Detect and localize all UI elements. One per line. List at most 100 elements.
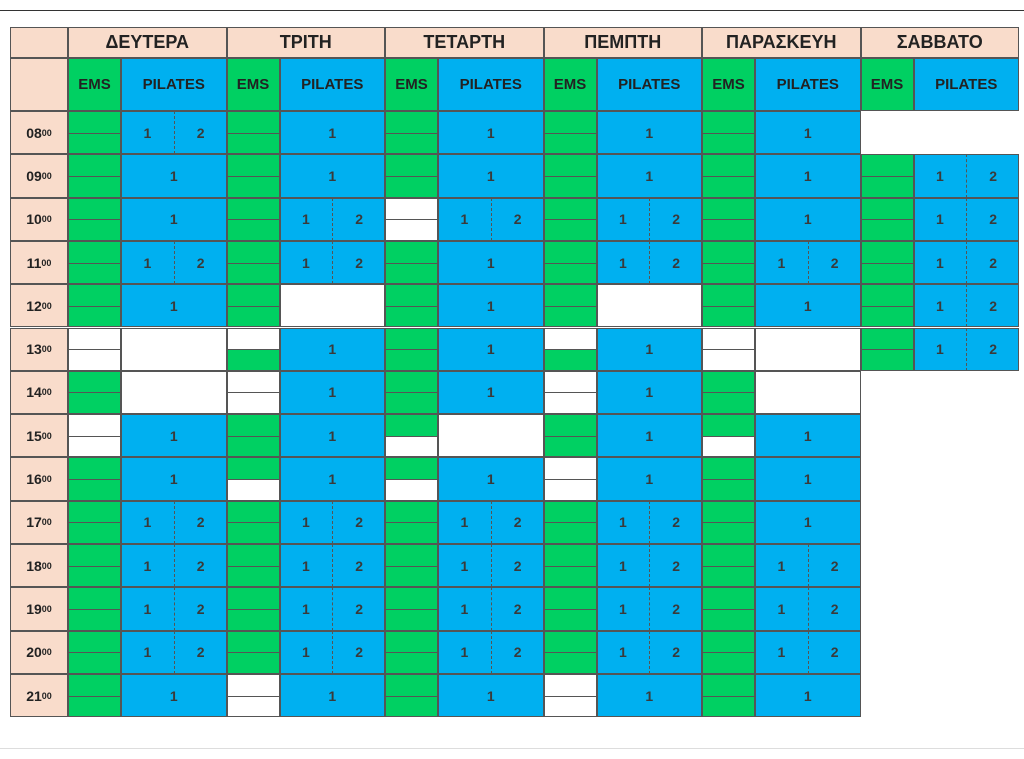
pilates-cell bbox=[755, 500, 861, 544]
ems-cell bbox=[226, 111, 280, 155]
ems-cell bbox=[702, 197, 755, 241]
pilates-slot: 1 bbox=[645, 124, 654, 141]
ems-cell bbox=[68, 111, 121, 155]
pilates-cell bbox=[755, 111, 861, 155]
ems-slot bbox=[544, 631, 596, 653]
hour: 19 bbox=[26, 600, 42, 617]
ems-slot bbox=[386, 458, 437, 480]
pilates-cell bbox=[755, 414, 861, 458]
ems-slot bbox=[544, 674, 596, 696]
pilates-slot: 1 bbox=[803, 687, 812, 704]
ems-cell bbox=[68, 673, 121, 718]
ems-slot bbox=[703, 565, 754, 587]
ems-cell bbox=[702, 240, 755, 285]
pilates-slot: 1 bbox=[803, 297, 812, 314]
ems-cell bbox=[543, 284, 597, 328]
ems-slot bbox=[227, 674, 279, 696]
ems-slot bbox=[386, 285, 437, 306]
pilates-cell bbox=[121, 284, 227, 328]
ems-header: EMS bbox=[68, 58, 121, 111]
pilates-slot: 1 bbox=[803, 471, 812, 488]
pilates-slot: 1 bbox=[301, 600, 310, 617]
ems-slot bbox=[386, 695, 437, 717]
pilates-header: PILATES bbox=[596, 58, 702, 111]
time-label: 18 00 bbox=[10, 544, 68, 588]
ems-slot bbox=[227, 545, 279, 566]
pilates-slot: 1 bbox=[460, 557, 469, 574]
pilates-slot: 2 bbox=[490, 544, 544, 588]
pilates-slot: 2 bbox=[173, 111, 227, 155]
ems-slot bbox=[227, 588, 279, 609]
ems-cell bbox=[226, 154, 280, 198]
ems-slot bbox=[227, 155, 279, 176]
pilates-slot: 1 bbox=[486, 124, 495, 141]
pilates-slot: 2 bbox=[490, 630, 544, 674]
ems-slot bbox=[227, 565, 279, 587]
ems-cell bbox=[385, 154, 438, 198]
ems-slot bbox=[69, 608, 120, 630]
ems-slot bbox=[69, 112, 120, 133]
ems-slot bbox=[69, 415, 120, 436]
ems-cell bbox=[543, 111, 597, 155]
ems-slot bbox=[861, 262, 913, 284]
hour: 09 bbox=[26, 167, 42, 184]
ems-slot bbox=[544, 458, 596, 480]
pilates-slot: 1 bbox=[301, 644, 310, 661]
ems-slot bbox=[386, 241, 437, 263]
ems-slot bbox=[386, 415, 437, 436]
ems-slot bbox=[227, 328, 279, 350]
pilates-slot: 2 bbox=[332, 240, 385, 285]
ems-slot bbox=[544, 695, 596, 717]
ems-cell bbox=[385, 630, 438, 674]
ems-slot bbox=[227, 285, 279, 306]
ems-slot bbox=[861, 285, 913, 306]
ems-slot bbox=[544, 285, 596, 306]
ems-slot bbox=[703, 608, 754, 630]
ems-slot bbox=[227, 435, 279, 457]
ems-cell bbox=[385, 587, 438, 631]
ems-header: EMS bbox=[543, 58, 597, 111]
pilates-slot: 1 bbox=[935, 297, 944, 314]
pilates-slot: 2 bbox=[332, 500, 385, 544]
pilates-slot: 1 bbox=[143, 514, 152, 531]
ems-slot bbox=[861, 219, 913, 240]
pilates-slot: 1 bbox=[328, 167, 337, 184]
ems-slot bbox=[227, 501, 279, 523]
ems-slot bbox=[544, 479, 596, 500]
pilates-cell bbox=[279, 111, 385, 155]
pilates-cell bbox=[755, 284, 861, 328]
pilates-slot: 1 bbox=[328, 341, 337, 358]
ems-slot bbox=[69, 198, 120, 220]
ems-slot bbox=[703, 652, 754, 673]
pilates-cell bbox=[755, 673, 861, 718]
minutes: 00 bbox=[41, 517, 52, 528]
pilates-header: PILATES bbox=[438, 58, 544, 111]
ems-slot bbox=[386, 435, 437, 457]
pilates-cell bbox=[121, 327, 227, 371]
pilates-slot: 2 bbox=[490, 197, 544, 241]
pilates-slot: 1 bbox=[143, 557, 152, 574]
pilates-slot: 2 bbox=[966, 327, 1019, 371]
ems-slot bbox=[544, 219, 596, 240]
ems-cell bbox=[385, 500, 438, 544]
ems-cell bbox=[68, 240, 121, 285]
corner bbox=[10, 58, 68, 111]
ems-cell bbox=[860, 327, 914, 371]
hour: 21 bbox=[26, 687, 42, 704]
ems-slot bbox=[703, 501, 754, 523]
ems-slot bbox=[861, 175, 913, 197]
ems-cell bbox=[543, 370, 597, 415]
ems-slot bbox=[386, 631, 437, 653]
pilates-slot: 1 bbox=[328, 471, 337, 488]
ems-slot bbox=[227, 522, 279, 543]
pilates-slot: 1 bbox=[169, 167, 178, 184]
ems-cell bbox=[68, 414, 121, 458]
ems-cell bbox=[68, 587, 121, 631]
pilates-slot: 1 bbox=[143, 644, 152, 661]
pilates-slot: 1 bbox=[301, 211, 310, 228]
ems-slot bbox=[703, 522, 754, 543]
ems-slot bbox=[703, 392, 754, 414]
pilates-cell bbox=[438, 154, 544, 198]
hour: 17 bbox=[26, 514, 42, 531]
ems-slot bbox=[69, 392, 120, 414]
